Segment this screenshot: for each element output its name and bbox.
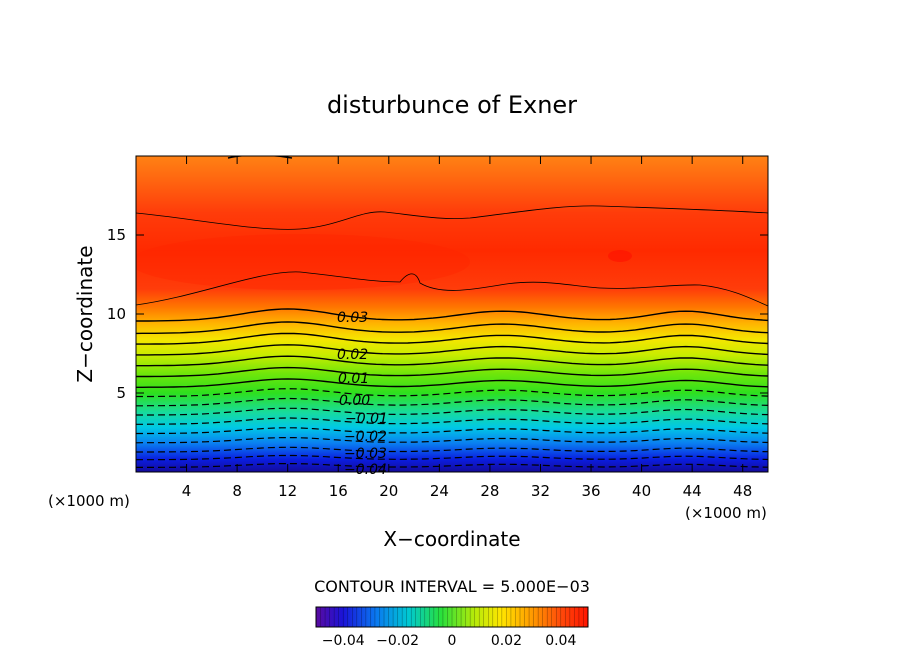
- chart-title: disturbunce of Exner: [327, 91, 577, 119]
- contour-label: −0.02: [344, 429, 387, 445]
- x-tick-label: 36: [581, 482, 600, 500]
- x-tick-label: 28: [480, 482, 499, 500]
- contour-line: [136, 366, 768, 378]
- contour-label: −0.01: [345, 411, 388, 427]
- upper-contour: [136, 271, 768, 307]
- contour-label: −0.04: [344, 462, 387, 478]
- top-contour: [227, 156, 293, 159]
- colorbar-tick-label: 0.02: [491, 633, 522, 649]
- contour-label: −0.03: [344, 446, 387, 462]
- x-tick-label: 32: [531, 482, 550, 500]
- x-tick-label: 20: [379, 482, 398, 500]
- contour-label: 0.01: [338, 371, 369, 387]
- contour-line: [136, 378, 768, 388]
- contour-line: [136, 344, 768, 356]
- contour-line: [136, 332, 768, 345]
- colorbar-tick-label: 0.04: [545, 633, 576, 649]
- x-tick-label: 8: [232, 482, 242, 500]
- x-tick-label: 44: [683, 482, 702, 500]
- contour-line: [136, 308, 768, 322]
- y-axis-ticks: 5 10 15: [107, 226, 768, 402]
- y-axis-label: Z−coordinate: [73, 245, 97, 382]
- field-fill: [136, 156, 768, 472]
- contour-lines: [136, 156, 768, 468]
- contour-line: [136, 417, 768, 425]
- contour-line: [136, 397, 768, 407]
- contour-line: [136, 388, 768, 398]
- colorbar-fill: [316, 607, 588, 627]
- contour-line: [136, 321, 768, 335]
- contour-interval-text: CONTOUR INTERVAL = 5.000E−03: [314, 577, 590, 596]
- y-tick-label: 10: [107, 305, 126, 323]
- contour-line: [136, 437, 768, 444]
- x-tick-label: 16: [329, 482, 348, 500]
- contour-label: 0.02: [337, 347, 368, 363]
- contour-line: [136, 355, 768, 367]
- y-tick-label: 5: [116, 384, 126, 402]
- x-tick-label: 4: [182, 482, 192, 500]
- contour-label-group: 0.03 0.02 0.01 0.00 −0.01 −0.02 −0.03 −0…: [337, 310, 388, 478]
- contour-label: 0.03: [337, 310, 368, 326]
- y-tick-label: 15: [107, 226, 126, 244]
- contour-line: [136, 407, 768, 416]
- x-tick-label: 48: [733, 482, 752, 500]
- colorbar-bands: [320, 607, 584, 627]
- x-axis-ticks: 4 8 12 16 20 24 28 32 36 40 44 48: [182, 156, 752, 500]
- contour-line: [136, 446, 768, 453]
- x-axis-label: X−coordinate: [383, 527, 520, 551]
- colorbar-frame: [315, 606, 589, 628]
- high-region: [136, 234, 470, 290]
- colorbar-tick-label: 0: [448, 633, 457, 649]
- colorbar-tick-label: −0.02: [376, 633, 419, 649]
- colorbar-ticks: −0.04 −0.02 0 0.02 0.04: [322, 633, 577, 649]
- x-tick-label: 24: [430, 482, 449, 500]
- high-region: [608, 250, 632, 262]
- y-unit-label: (×1000 m): [48, 492, 130, 510]
- x-tick-label: 40: [632, 482, 651, 500]
- upper-contour: [136, 205, 768, 230]
- contour-label: 0.00: [339, 393, 370, 409]
- x-unit-label: (×1000 m): [685, 504, 767, 522]
- colorbar-tick-label: −0.04: [322, 633, 365, 649]
- x-tick-label: 12: [278, 482, 297, 500]
- contour-line: [136, 454, 768, 461]
- plot-area: 0.03 0.02 0.01 0.00 −0.01 −0.02 −0.03 −0…: [107, 155, 769, 500]
- contour-line: [136, 427, 768, 435]
- contour-line: [136, 463, 768, 468]
- colorbar: −0.04 −0.02 0 0.02 0.04: [315, 606, 589, 649]
